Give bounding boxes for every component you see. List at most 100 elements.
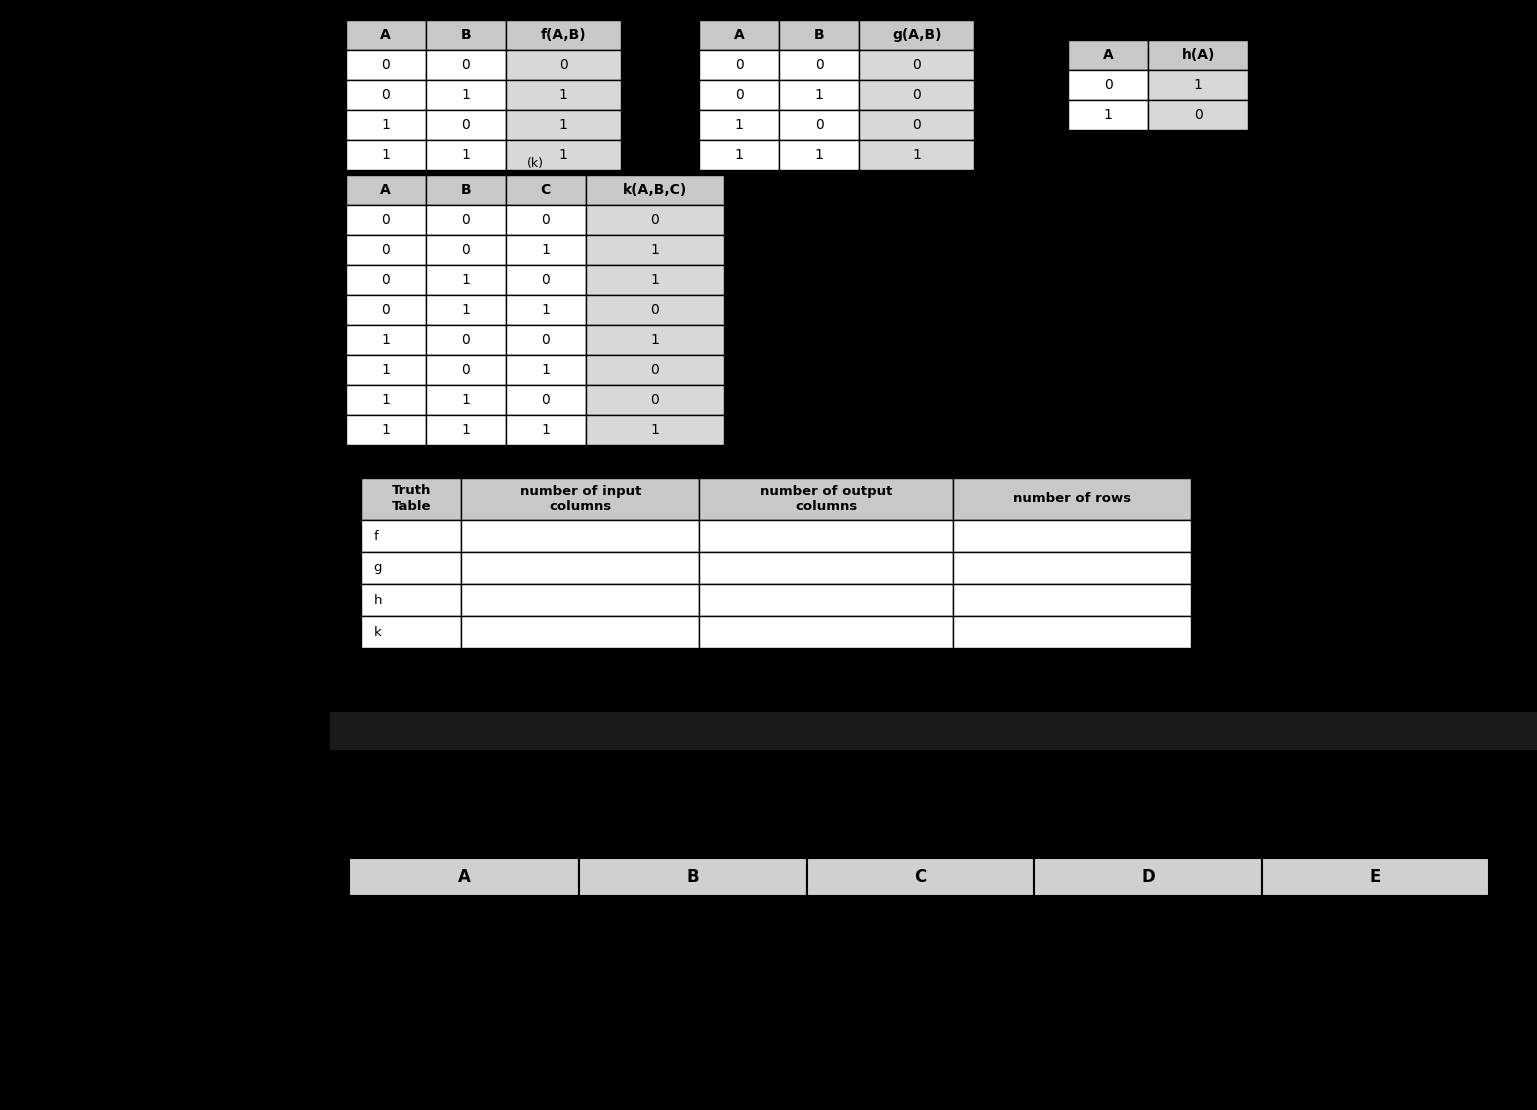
Text: 0: 0 [381, 243, 390, 258]
Bar [426, 110, 506, 140]
Bar [1148, 100, 1248, 130]
Text: 1: 1 [461, 273, 470, 287]
Bar [1068, 70, 1148, 100]
Text: A: A [458, 868, 470, 886]
Text: 1: 1 [381, 118, 390, 132]
Bar [426, 80, 506, 110]
Text: g(A,B): g(A,B) [891, 28, 942, 42]
Text: number of rows: number of rows [1013, 493, 1131, 505]
Text: 0: 0 [541, 273, 550, 287]
Bar [506, 175, 586, 205]
Bar [461, 584, 699, 616]
Bar [506, 205, 586, 235]
Text: 0: 0 [461, 118, 470, 132]
Bar [346, 110, 426, 140]
Text: 1: 1 [650, 243, 659, 258]
Text: 0: 0 [913, 118, 921, 132]
Text: 0: 0 [815, 58, 824, 72]
Bar [346, 235, 426, 265]
Text: C: C [541, 183, 550, 196]
Bar [361, 552, 461, 584]
Bar [361, 519, 461, 552]
Text: Exercises: Exercises [349, 761, 444, 780]
Text: 1: 1 [461, 393, 470, 407]
Text: k: k [373, 626, 381, 638]
Text: 0: 0 [381, 88, 390, 102]
Text: 1: 1 [815, 148, 824, 162]
Text: 0: 0 [650, 393, 659, 407]
Bar [426, 175, 506, 205]
Text: 0: 0 [913, 58, 921, 72]
Text: 1: 1 [913, 148, 921, 162]
Text: 1: 1 [650, 423, 659, 437]
Bar [506, 235, 586, 265]
Bar [506, 385, 586, 415]
Bar [349, 858, 579, 896]
Bar [1068, 100, 1148, 130]
Bar [586, 175, 724, 205]
Bar [426, 20, 506, 50]
Bar [859, 110, 974, 140]
Bar [346, 355, 426, 385]
Bar [346, 20, 426, 50]
Text: Truth
Table: Truth Table [392, 484, 430, 514]
Text: B: B [815, 28, 824, 42]
Bar [779, 140, 859, 170]
Text: 1: 1 [559, 148, 567, 162]
Bar [699, 478, 953, 519]
Bar [461, 478, 699, 519]
Bar [699, 552, 953, 584]
Bar [506, 355, 586, 385]
Bar [859, 20, 974, 50]
Bar [859, 80, 974, 110]
Bar [699, 110, 779, 140]
Text: 0: 0 [541, 393, 550, 407]
Bar [779, 110, 859, 140]
Bar [1148, 70, 1248, 100]
Text: 0: 0 [461, 243, 470, 258]
Text: only: only [478, 800, 509, 815]
Text: number of output
columns: number of output columns [759, 484, 893, 514]
Text: A: A [381, 183, 390, 196]
Text: 1: 1 [381, 423, 390, 437]
Text: Application: Application [140, 940, 318, 969]
Bar [506, 50, 621, 80]
Bar [461, 519, 699, 552]
Bar [953, 478, 1191, 519]
Text: 1: 1 [735, 118, 744, 132]
Text: 0: 0 [381, 303, 390, 317]
Text: 0: 0 [1104, 78, 1113, 92]
Text: 1: 1 [541, 363, 550, 377]
Text: 0: 0 [913, 88, 921, 102]
Text: 1: 1 [541, 423, 550, 437]
Text: g: g [373, 562, 383, 575]
Text: number of input
columns: number of input columns [520, 484, 641, 514]
Text: 1: 1 [735, 148, 744, 162]
Bar [426, 325, 506, 355]
Text: h(A): h(A) [1182, 48, 1214, 62]
Text: 0: 0 [461, 213, 470, 228]
Bar [699, 140, 779, 170]
Text: 1: 1 [541, 243, 550, 258]
Bar [346, 325, 426, 355]
Bar [779, 50, 859, 80]
Bar [699, 80, 779, 110]
Text: 1: 1 [650, 333, 659, 347]
Text: 1: 1 [541, 303, 550, 317]
Bar [346, 385, 426, 415]
Text: 1: 1 [381, 363, 390, 377]
Text: B: B [687, 868, 699, 886]
Bar [807, 858, 1034, 896]
Text: E: E [1369, 868, 1382, 886]
Text: A: A [1104, 48, 1113, 62]
Text: D: D [1142, 868, 1154, 886]
Bar [779, 20, 859, 50]
Text: 1: 1 [815, 88, 824, 102]
Text: 0: 0 [541, 333, 550, 347]
Bar [426, 235, 506, 265]
Bar [699, 616, 953, 648]
Bar [506, 295, 586, 325]
Bar [426, 140, 506, 170]
Bar [953, 584, 1191, 616]
Bar [1262, 858, 1489, 896]
